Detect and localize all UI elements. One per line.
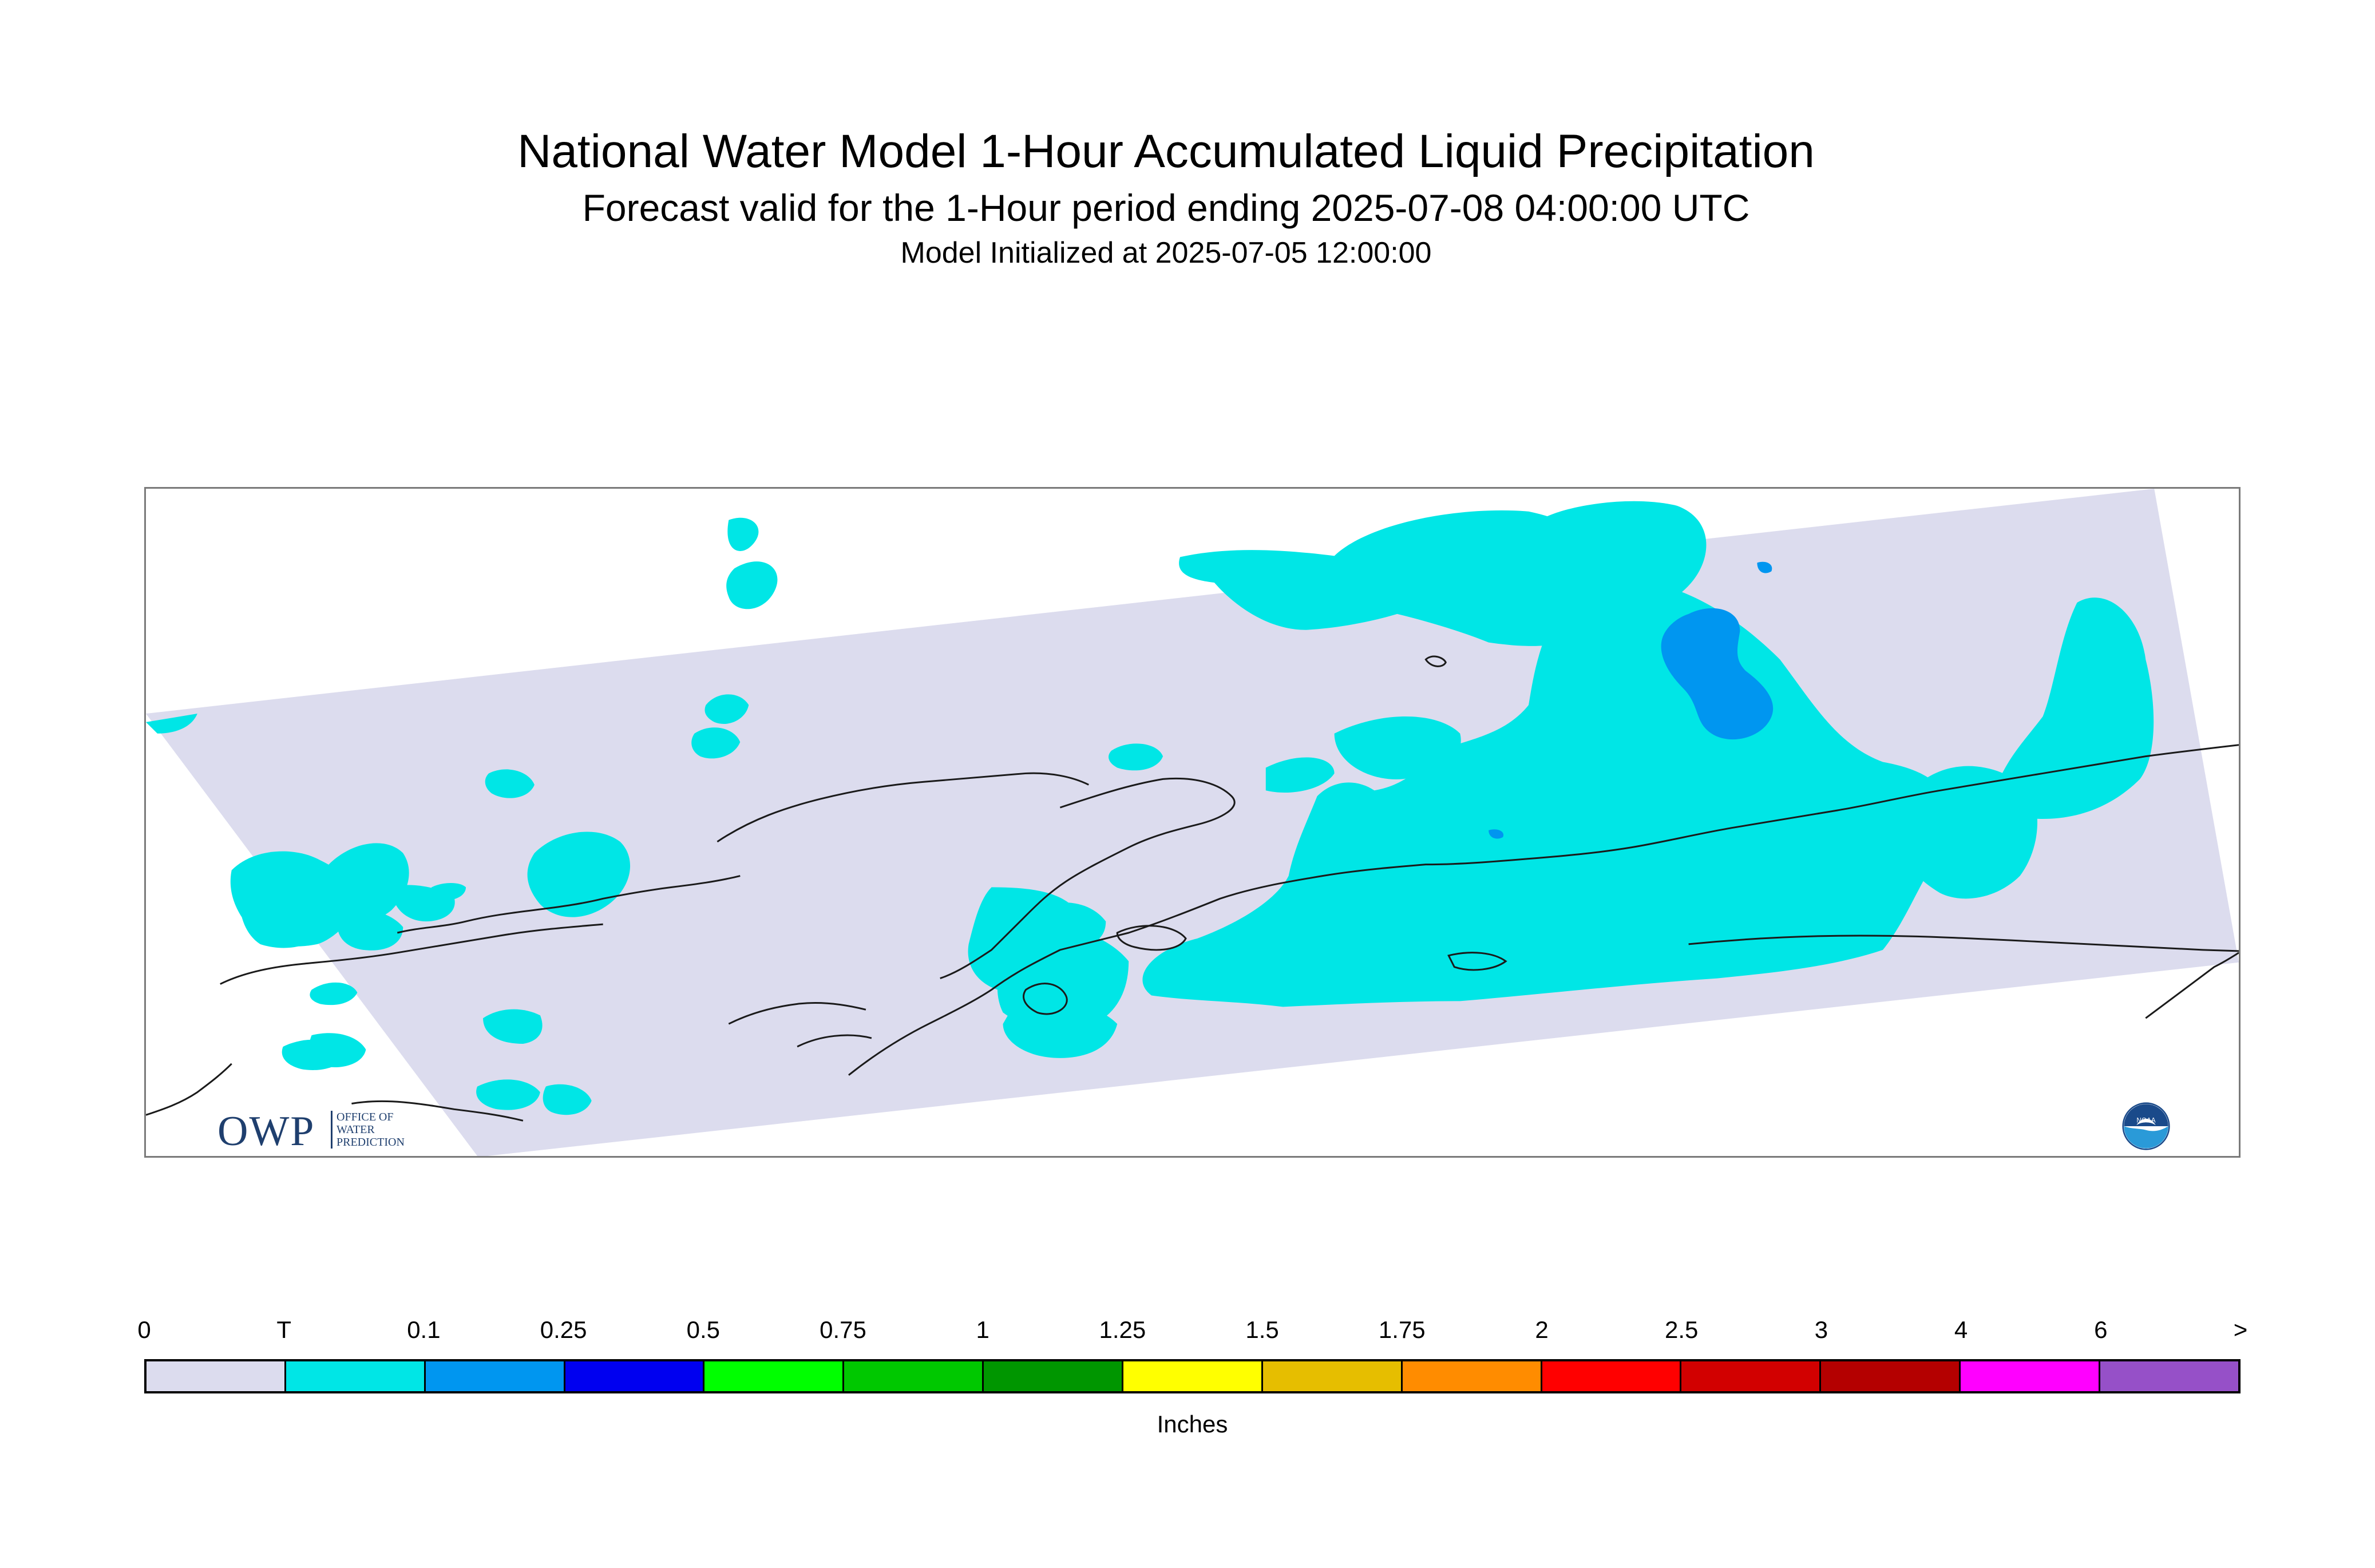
coastline (717, 772, 1089, 843)
forecast-valid-subtitle: Forecast valid for the 1-Hour period end… (582, 187, 1750, 229)
precip-area (527, 831, 631, 917)
precip-area (691, 727, 741, 759)
west-precip-areas (146, 713, 631, 1110)
legend-swatch (1123, 1361, 1263, 1391)
legend-units-label: Inches (1157, 1411, 1228, 1438)
coastline (1688, 935, 2239, 952)
coastline (351, 1100, 524, 1122)
owp-logo-line2: WATER (337, 1123, 375, 1136)
legend-label: 0.25 (540, 1316, 587, 1343)
precip-area (1334, 716, 1461, 779)
legend-swatch (984, 1361, 1124, 1391)
legend-label: 3 (1814, 1316, 1828, 1343)
precip-area (485, 769, 535, 798)
legend-label: 2.5 (1664, 1316, 1699, 1343)
legend-label: 6 (2094, 1316, 2108, 1343)
legend-label: 0.75 (820, 1316, 866, 1343)
coastline (146, 1063, 232, 1116)
owp-logo-divider (331, 1111, 332, 1149)
precip-area (1661, 608, 1774, 740)
precip-area (1265, 757, 1335, 793)
legend-swatch (565, 1361, 705, 1391)
coastline (1116, 925, 1187, 951)
precip-area (726, 561, 778, 609)
legend-swatch (704, 1361, 845, 1391)
legend-bar (144, 1359, 2241, 1393)
precip-area (1899, 766, 2037, 899)
legend-swatch (1681, 1361, 1822, 1391)
coastline (848, 744, 2239, 1076)
legend-label: 1.25 (1099, 1316, 1146, 1343)
west-precip-areas-2 (239, 694, 1163, 1115)
light-precip-areas (1489, 561, 1774, 839)
legend-label: 1.75 (1378, 1316, 1426, 1343)
precip-area (1535, 501, 1707, 608)
precip-area (1003, 1000, 1118, 1058)
legend-swatch (286, 1361, 426, 1391)
precip-area (1109, 743, 1163, 771)
precip-area (310, 982, 358, 1005)
coastline (1447, 952, 1507, 971)
coastline (940, 777, 1236, 980)
coastlines (146, 655, 2239, 1122)
owp-logo-line3: PREDICTION (337, 1136, 405, 1149)
legend-swatch (1542, 1361, 1682, 1391)
owp-logo-letters: OWP (217, 1108, 315, 1155)
model-initialized-text: Model Initialized at 2025-07-05 12:00:00 (900, 236, 1432, 270)
legend-swatch (147, 1361, 286, 1391)
coastline (728, 1001, 866, 1025)
precip-area (704, 694, 749, 724)
legend-swatch (1262, 1361, 1403, 1391)
precip-area (1489, 829, 1504, 839)
noaa-logo: NOAA (2122, 1102, 2170, 1150)
chart-title: National Water Model 1-Hour Accumulated … (517, 125, 1815, 177)
precip-area (322, 843, 409, 923)
legend-label: 0.1 (407, 1316, 441, 1343)
precip-area (727, 517, 759, 551)
coastline (797, 1034, 872, 1048)
precip-area (391, 885, 455, 922)
coastline (2145, 952, 2239, 1019)
legend-swatch (1402, 1361, 1542, 1391)
color-legend: 0 T 0.1 0.25 0.5 0.75 1 1.25 1.5 1.75 2 2.5 3 4 6 > (137, 1316, 2247, 1396)
legend-label: 1 (976, 1316, 989, 1343)
precip-area (146, 713, 197, 734)
coastline (1424, 655, 1447, 667)
precip-area (476, 1079, 540, 1110)
legend-swatch (844, 1361, 984, 1391)
legend-swatch (425, 1361, 565, 1391)
precip-area (337, 908, 403, 951)
owp-logo-line1: OFFICE OF (337, 1111, 394, 1123)
noaa-logo-text: NOAA (2136, 1116, 2155, 1124)
precip-area (1996, 597, 2154, 819)
legend-label: 1.5 (1245, 1316, 1279, 1343)
legend-label: 2 (1535, 1316, 1549, 1343)
precip-area (483, 1009, 543, 1044)
precip-area (308, 1033, 366, 1068)
coastline (1023, 983, 1068, 1015)
precip-area (1179, 510, 1622, 646)
coastline (220, 923, 603, 985)
legend-swatch (1821, 1361, 1961, 1391)
precip-area (239, 858, 341, 948)
owp-logo-text: OFFICE OF WATER PREDICTION (337, 1111, 405, 1149)
precip-area (1757, 561, 1772, 573)
map-canvas (146, 489, 2239, 1156)
legend-label: 4 (1954, 1316, 1968, 1343)
precip-area (1339, 559, 1359, 577)
precipitation-map[interactable] (144, 487, 2241, 1158)
legend-label: 0.5 (686, 1316, 720, 1343)
precip-area (543, 1084, 592, 1115)
legend-label: T (276, 1316, 292, 1343)
legend-swatch (2100, 1361, 2238, 1391)
legend-swatch (1961, 1361, 2101, 1391)
coastline (397, 875, 741, 934)
legend-label: 0 (137, 1316, 151, 1343)
legend-label: > (2233, 1316, 2248, 1343)
